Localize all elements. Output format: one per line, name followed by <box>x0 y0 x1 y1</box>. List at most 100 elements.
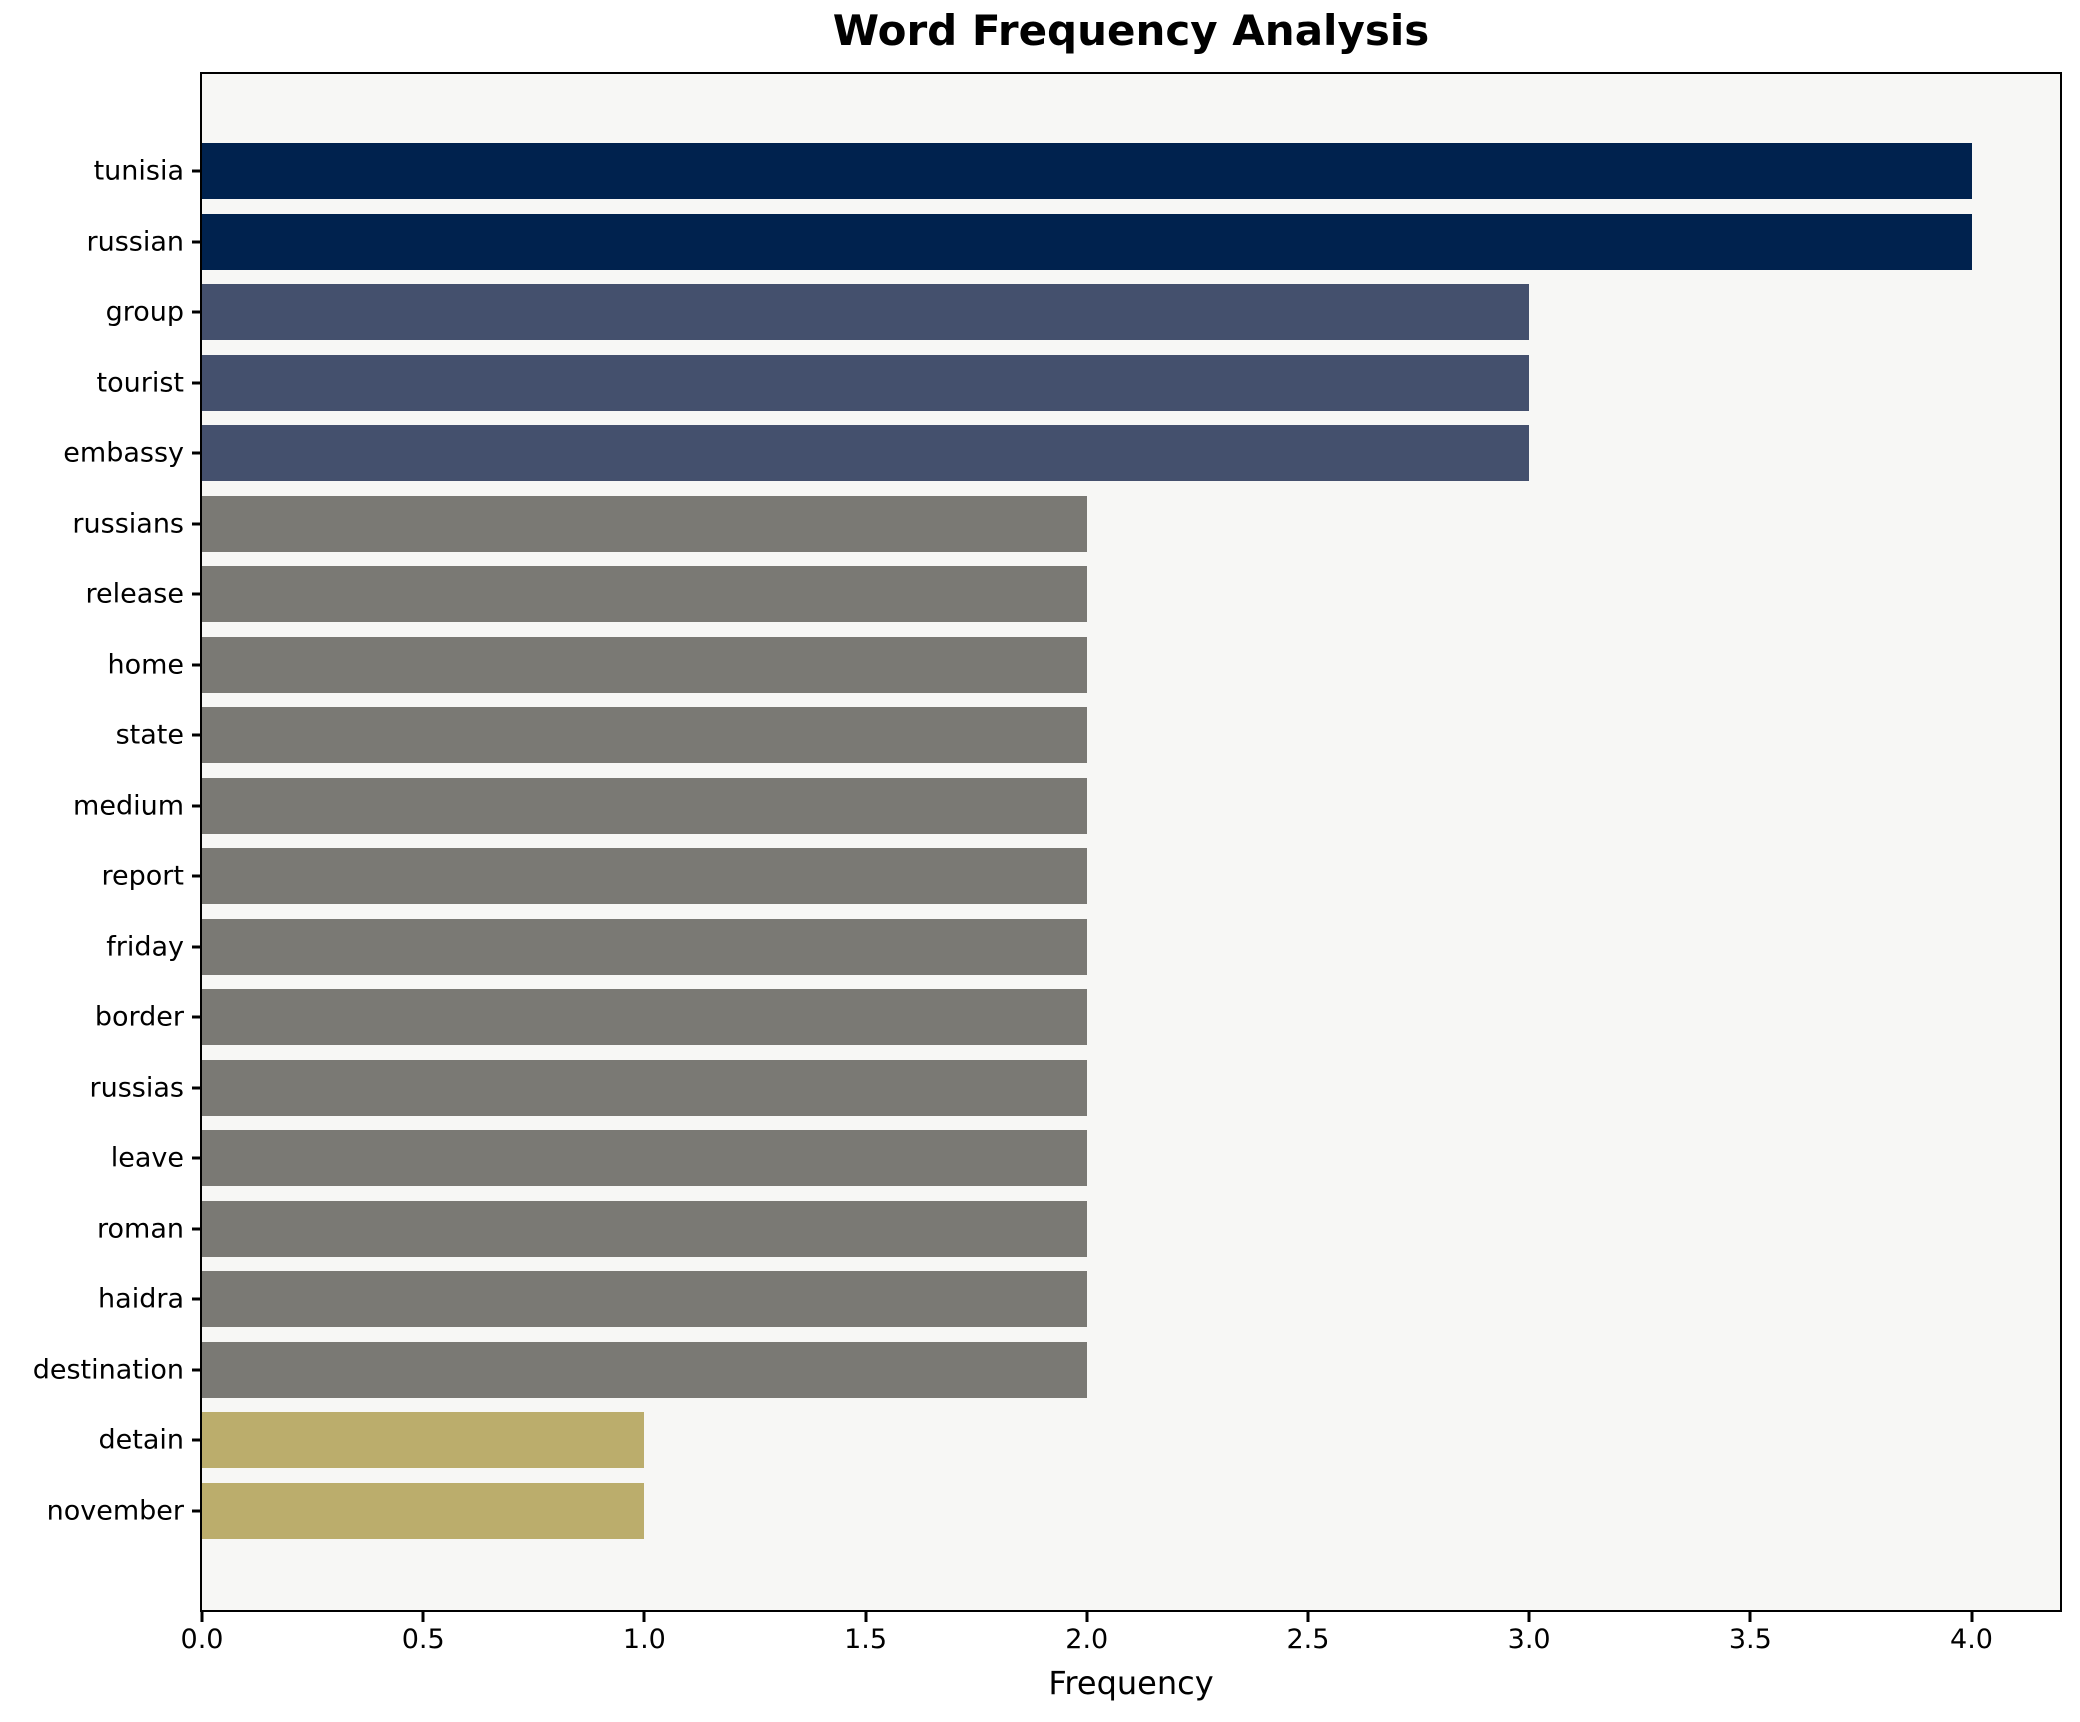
bar-row: state <box>116 700 2060 771</box>
bar-row: tunisia <box>94 136 2060 207</box>
y-tick-mark <box>192 945 202 949</box>
y-tick-mark <box>192 451 202 455</box>
bar-tourist <box>202 354 1530 411</box>
x-tick-label: 1.0 <box>622 1624 666 1655</box>
bar-row: release <box>86 559 2060 630</box>
bars-container: tunisia russian group tourist embassy russian… <box>33 74 2060 1610</box>
bar-border <box>202 989 1087 1046</box>
y-tick-mark <box>192 381 202 385</box>
y-tick-mark <box>192 1438 202 1442</box>
y-tick-label: group <box>105 296 184 328</box>
y-tick-label: embassy <box>63 437 184 469</box>
x-tick-label: 4.0 <box>1950 1624 1993 1655</box>
y-tick-mark <box>192 1509 202 1513</box>
x-tick-label: 0.0 <box>180 1624 224 1655</box>
bar-row: russian <box>86 207 2060 278</box>
bar-group <box>202 284 1530 341</box>
y-tick-mark <box>192 1227 202 1231</box>
x-tick-label: 2.0 <box>1065 1624 1109 1655</box>
bar-november <box>202 1482 645 1539</box>
y-tick-label: report <box>101 860 184 892</box>
bar-destination <box>202 1341 1087 1398</box>
x-tick-label: 2.5 <box>1286 1624 1330 1655</box>
y-tick-label: tunisia <box>93 155 184 187</box>
bar-russians <box>202 495 1087 552</box>
bar-roman <box>202 1200 1087 1257</box>
y-tick-mark <box>192 1156 202 1160</box>
bar-haidra <box>202 1271 1087 1328</box>
x-tick-label: 0.5 <box>401 1624 445 1655</box>
bar-tunisia <box>202 143 1972 200</box>
y-tick-label: friday <box>106 931 184 963</box>
y-tick-mark <box>192 733 202 737</box>
bar-leave <box>202 1130 1087 1187</box>
y-tick-mark <box>192 310 202 314</box>
plot-area: tunisia russian group tourist embassy russian… <box>33 72 2062 1653</box>
y-tick-label: release <box>85 578 184 610</box>
y-tick-label: medium <box>73 790 184 822</box>
y-tick-mark <box>192 663 202 667</box>
x-tick-mark <box>1306 1612 1310 1622</box>
x-tick-mark <box>1748 1612 1752 1622</box>
y-tick-mark <box>192 592 202 596</box>
bar-row: russias <box>90 1053 2060 1124</box>
bar-row: report <box>102 841 2060 912</box>
x-tick-mark <box>864 1612 868 1622</box>
bar-row: destination <box>33 1335 2060 1406</box>
x-tick-mark <box>642 1612 646 1622</box>
x-tick-label: 1.5 <box>844 1624 888 1655</box>
y-tick-label: november <box>46 1495 184 1527</box>
bar-row: detain <box>99 1405 2060 1476</box>
bar-row: friday <box>106 912 2060 983</box>
chart-title: Word Frequency Analysis <box>832 6 1430 55</box>
y-tick-label: roman <box>97 1213 184 1245</box>
x-tick-mark <box>1970 1612 1974 1622</box>
bar-row: embassy <box>63 418 2060 489</box>
y-tick-label: border <box>94 1001 184 1033</box>
x-tick-mark <box>200 1612 204 1622</box>
bar-state <box>202 707 1087 764</box>
y-tick-label: detain <box>98 1424 185 1456</box>
y-tick-label: haidra <box>98 1283 184 1315</box>
y-tick-mark <box>192 1297 202 1301</box>
bar-row: border <box>95 982 2060 1053</box>
bar-row: group <box>106 277 2060 348</box>
y-tick-mark <box>192 874 202 878</box>
bar-friday <box>202 918 1087 975</box>
x-tick-label: 3.0 <box>1507 1624 1551 1655</box>
y-tick-label: russians <box>72 508 184 540</box>
y-tick-mark <box>192 1086 202 1090</box>
x-tick-label: 3.5 <box>1728 1624 1772 1655</box>
bar-row: home <box>107 630 2060 701</box>
bar-report <box>202 848 1087 905</box>
y-tick-label: russias <box>89 1072 184 1104</box>
y-tick-label: tourist <box>96 367 184 399</box>
y-tick-label: russian <box>86 226 184 258</box>
y-tick-mark <box>192 1015 202 1019</box>
y-tick-mark <box>192 1368 202 1372</box>
bar-russias <box>202 1059 1087 1116</box>
y-tick-mark <box>192 169 202 173</box>
x-tick-mark <box>1085 1612 1089 1622</box>
bar-row: november <box>47 1476 2060 1547</box>
y-tick-label: destination <box>32 1354 184 1386</box>
bar-release <box>202 566 1087 623</box>
bar-row: leave <box>111 1123 2060 1194</box>
y-tick-label: state <box>115 719 184 751</box>
y-tick-mark <box>192 522 202 526</box>
x-tick-mark <box>421 1612 425 1622</box>
bar-row: roman <box>97 1194 2060 1265</box>
bar-row: haidra <box>98 1264 2060 1335</box>
y-tick-mark <box>192 240 202 244</box>
bar-embassy <box>202 425 1530 482</box>
y-tick-label: leave <box>110 1142 184 1174</box>
bar-medium <box>202 777 1087 834</box>
bar-row: russians <box>72 489 2060 560</box>
bar-detain <box>202 1412 645 1469</box>
bar-row: tourist <box>97 348 2060 419</box>
bar-russian <box>202 213 1972 270</box>
x-tick-mark <box>1527 1612 1531 1622</box>
x-axis-label: Frequency <box>1048 1664 1214 1702</box>
y-tick-mark <box>192 804 202 808</box>
